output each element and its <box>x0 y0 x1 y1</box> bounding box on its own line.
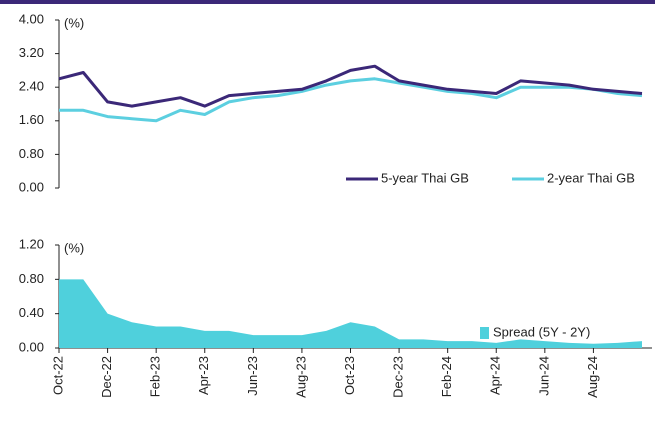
legend-swatch <box>480 327 489 339</box>
x-tick-label: Apr-23 <box>196 356 211 395</box>
top-border <box>0 0 655 4</box>
x-tick-label: Feb-23 <box>148 356 163 397</box>
y-tick-label: 1.20 <box>19 236 44 251</box>
y-tick-label: 0.80 <box>19 271 44 286</box>
x-tick-label: Feb-24 <box>439 356 454 397</box>
line-series <box>58 64 643 108</box>
unit-label: (%) <box>64 15 84 30</box>
legend-label: 5-year Thai GB <box>381 170 469 185</box>
y-tick-label: 0.00 <box>19 339 44 354</box>
x-tick-label: Aug-23 <box>293 356 308 398</box>
x-tick-label: Dec-23 <box>391 356 406 398</box>
y-tick-label: 0.40 <box>19 305 44 320</box>
area-series <box>59 279 642 348</box>
x-tick-label: Jun-23 <box>245 356 260 396</box>
x-tick-label: Aug-24 <box>585 356 600 398</box>
y-tick-label: 1.60 <box>19 112 44 127</box>
y-tick-label: 3.20 <box>19 45 44 60</box>
unit-label: (%) <box>64 240 84 255</box>
line-series <box>59 77 643 123</box>
x-tick-label: Jun-24 <box>536 356 551 396</box>
y-tick-label: 4.00 <box>19 11 44 26</box>
legend-label: 2-year Thai GB <box>547 170 635 185</box>
x-tick-label: Dec-22 <box>99 356 114 398</box>
legend-label: Spread (5Y - 2Y) <box>493 324 590 339</box>
x-tick-label: Apr-24 <box>488 356 503 395</box>
x-tick-label: Oct-22 <box>50 356 65 395</box>
y-tick-label: 0.80 <box>19 146 44 161</box>
y-tick-label: 0.00 <box>19 179 44 194</box>
x-tick-label: Oct-23 <box>342 356 357 395</box>
y-tick-label: 2.40 <box>19 79 44 94</box>
